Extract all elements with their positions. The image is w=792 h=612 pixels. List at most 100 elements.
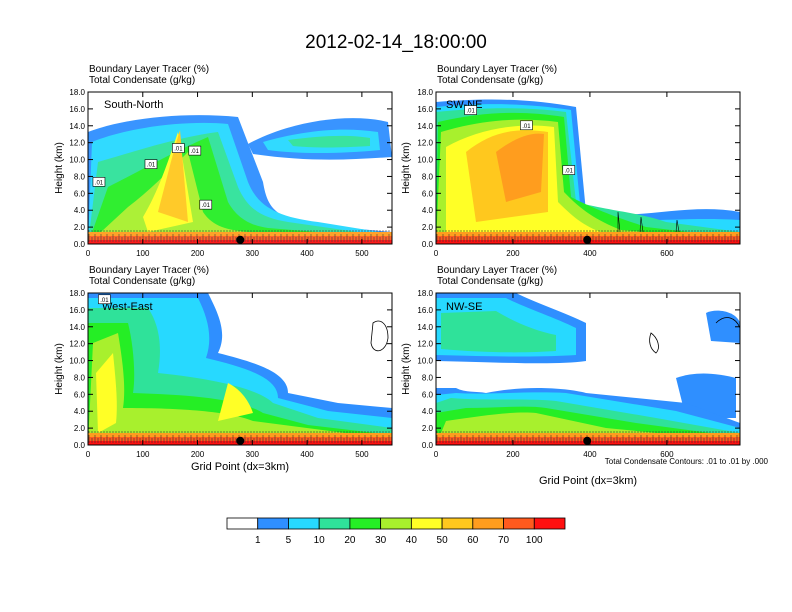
colorbar-label: 10: [314, 535, 326, 546]
y-tick-label: 12.0: [417, 340, 433, 349]
colorbar-swatch: [226, 517, 259, 530]
y-axis-label: Height (km): [401, 343, 412, 395]
x-tick-label: 100: [136, 249, 150, 258]
y-tick-label: 0.0: [422, 240, 434, 249]
contour-label-box: [562, 165, 576, 175]
panel-header-tracer: Boundary Layer Tracer (%): [437, 64, 557, 75]
y-tick-label: 18.0: [69, 289, 85, 298]
figure-title: 2012-02-14_18:00:00: [305, 32, 487, 53]
y-tick-label: 10.0: [69, 156, 85, 165]
colorbar-swatch: [472, 517, 504, 530]
contour-label: .01: [202, 203, 211, 209]
y-tick-label: 2.0: [422, 223, 434, 232]
x-tick-label: 300: [246, 249, 260, 258]
panel-header-tracer: Boundary Layer Tracer (%): [89, 265, 209, 276]
y-tick-label: 12.0: [417, 139, 433, 148]
contour-label: .01: [95, 180, 104, 186]
y-tick-label: 4.0: [422, 407, 434, 416]
colorbar-label: 60: [467, 535, 479, 546]
plot-area: [88, 293, 392, 445]
y-tick-label: 14.0: [417, 323, 433, 332]
y-tick-label: 16.0: [69, 105, 85, 114]
y-tick-label: 16.0: [417, 105, 433, 114]
panel-header-condensate: Total Condensate (g/kg): [437, 276, 543, 287]
y-tick-label: 2.0: [74, 424, 86, 433]
y-tick-label: 14.0: [417, 122, 433, 131]
contour-label: .01: [466, 109, 475, 115]
y-tick-label: 18.0: [69, 88, 85, 97]
y-axis-label: Height (km): [401, 142, 412, 194]
plot-frame: [87, 292, 393, 446]
location-marker: [236, 436, 245, 445]
y-tick-label: 18.0: [417, 289, 433, 298]
colorbar-label: 40: [406, 535, 418, 546]
plot-area: [436, 293, 740, 445]
colorbar-swatch: [349, 517, 382, 530]
contour-label-box: [520, 120, 533, 131]
colorbar-label: 20: [344, 535, 356, 546]
contour-label-box: [188, 145, 202, 156]
y-tick-label: 0.0: [422, 441, 434, 450]
y-tick-label: 8.0: [422, 172, 434, 181]
panel-south-north: Boundary Layer Tracer (%) Total Condensa…: [54, 64, 393, 258]
x-tick-label: 0: [86, 249, 91, 258]
contour-label: .01: [174, 147, 183, 153]
x-tick-label: 0: [86, 450, 91, 459]
panel-header-condensate: Total Condensate (g/kg): [89, 276, 195, 287]
contour-label-box: [92, 177, 106, 187]
plot-frame: [87, 91, 393, 245]
contour-label-box: [98, 294, 111, 305]
colorbar: 1 5 10 20 30 40 50 60 70 100: [226, 517, 566, 546]
colorbar-label: 5: [286, 535, 292, 546]
x-tick-label: 200: [191, 249, 205, 258]
panel-header-condensate: Total Condensate (g/kg): [89, 75, 195, 86]
y-tick-label: 14.0: [69, 122, 85, 131]
colorbar-swatch: [318, 517, 351, 530]
x-tick-label: 200: [191, 450, 205, 459]
y-tick-label: 6.0: [422, 390, 434, 399]
y-tick-label: 8.0: [74, 172, 86, 181]
panel-nw-se: Boundary Layer Tracer (%) Total Condensa…: [401, 265, 769, 487]
panel-label: South-North: [104, 99, 163, 111]
y-tick-label: 0.0: [74, 441, 86, 450]
panel-label: West-East: [102, 301, 153, 313]
panel-header-tracer: Boundary Layer Tracer (%): [437, 265, 557, 276]
y-tick-label: 10.0: [69, 357, 85, 366]
y-tick-label: 10.0: [417, 156, 433, 165]
plot-frame: [435, 292, 741, 446]
location-marker: [236, 235, 245, 244]
plot-area: [88, 92, 392, 244]
x-tick-label: 100: [136, 450, 150, 459]
y-tick-label: 6.0: [422, 189, 434, 198]
y-tick-label: 16.0: [417, 306, 433, 315]
panel-west-east: Boundary Layer Tracer (%) Total Condensa…: [54, 265, 393, 473]
contour-label: .01: [565, 169, 574, 175]
y-tick-label: 0.0: [74, 240, 86, 249]
y-axis-label: Height (km): [54, 343, 65, 395]
x-tick-label: 400: [583, 249, 597, 258]
x-tick-label: 0: [434, 249, 439, 258]
y-axis-label: Height (km): [54, 142, 65, 194]
contour-label-box: [199, 199, 213, 210]
x-tick-label: 600: [660, 450, 674, 459]
x-tick-label: 400: [583, 450, 597, 459]
x-tick-label: 300: [246, 450, 260, 459]
y-tick-label: 18.0: [417, 88, 433, 97]
y-tick-label: 2.0: [74, 223, 86, 232]
colorbar-swatch: [257, 517, 289, 530]
y-tick-label: 16.0: [69, 306, 85, 315]
location-marker: [583, 436, 592, 445]
panel-header-tracer: Boundary Layer Tracer (%): [89, 64, 209, 75]
contour-label-box: [464, 105, 477, 115]
colorbar-label: 1: [255, 535, 261, 546]
colorbar-label: 100: [526, 535, 543, 546]
colorbar-label: 50: [437, 535, 449, 546]
contour-note: Total Condensate Contours: .01 to .01 by…: [605, 457, 769, 466]
contour-label-box: [144, 159, 158, 169]
y-tick-label: 4.0: [74, 206, 86, 215]
colorbar-swatch: [533, 517, 566, 530]
x-tick-label: 400: [300, 450, 314, 459]
y-tick-label: 4.0: [422, 206, 434, 215]
y-tick-label: 10.0: [417, 357, 433, 366]
